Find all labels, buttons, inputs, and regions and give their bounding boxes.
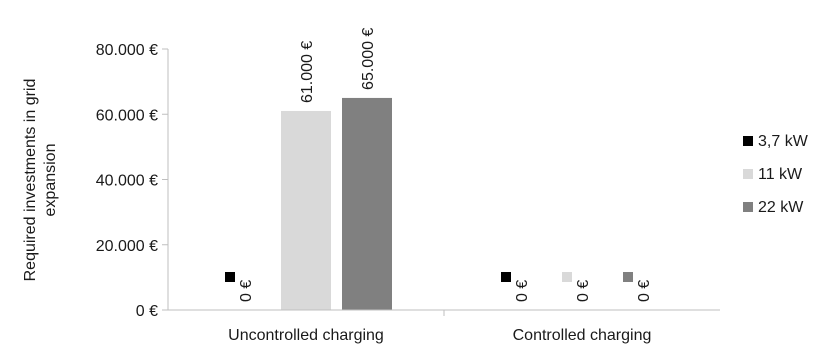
x-category-label: Controlled charging [513,327,652,344]
y-axis-title-line-2: expansion [42,144,59,217]
data-labels: 0 € 61.000 € 65.000 € 0 € 0 € 0 € [225,28,653,302]
y-tick-label: 40.000 € [96,173,158,190]
y-axis-title-line-1: Required investments in grid [22,79,39,282]
x-category-label: Uncontrolled charging [228,327,384,344]
legend-label: 22 kW [758,199,804,216]
zero-value-marker [225,272,235,282]
y-tick-label: 60.000 € [96,107,158,124]
data-label: 0 € [636,280,653,302]
data-label: 0 € [575,280,592,302]
legend-swatch [743,169,753,179]
data-label: 61.000 € [299,41,316,103]
zero-value-marker [623,272,633,282]
legend-label: 3,7 kW [758,133,809,150]
y-axis-title: Required investments in grid expansion [22,79,59,282]
bars [281,97,392,310]
bar [342,97,392,310]
legend-swatch [743,202,753,212]
zero-value-marker [562,272,572,282]
y-tick-label: 0 € [136,303,158,320]
y-tick-label: 20.000 € [96,238,158,255]
y-axis-ticks: 0 € 20.000 € 40.000 € 60.000 € 80.000 € [96,42,169,320]
data-label: 0 € [514,280,531,302]
y-tick-label: 80.000 € [96,42,158,59]
legend-swatch [743,136,753,146]
legend: 3,7 kW 11 kW 22 kW [743,133,809,216]
data-label: 0 € [238,280,255,302]
zero-value-marker [501,272,511,282]
data-label: 65.000 € [360,28,377,90]
legend-label: 11 kW [758,166,803,183]
x-axis-category-ticks: Uncontrolled charging Controlled charging [228,310,651,344]
bar [281,110,331,310]
